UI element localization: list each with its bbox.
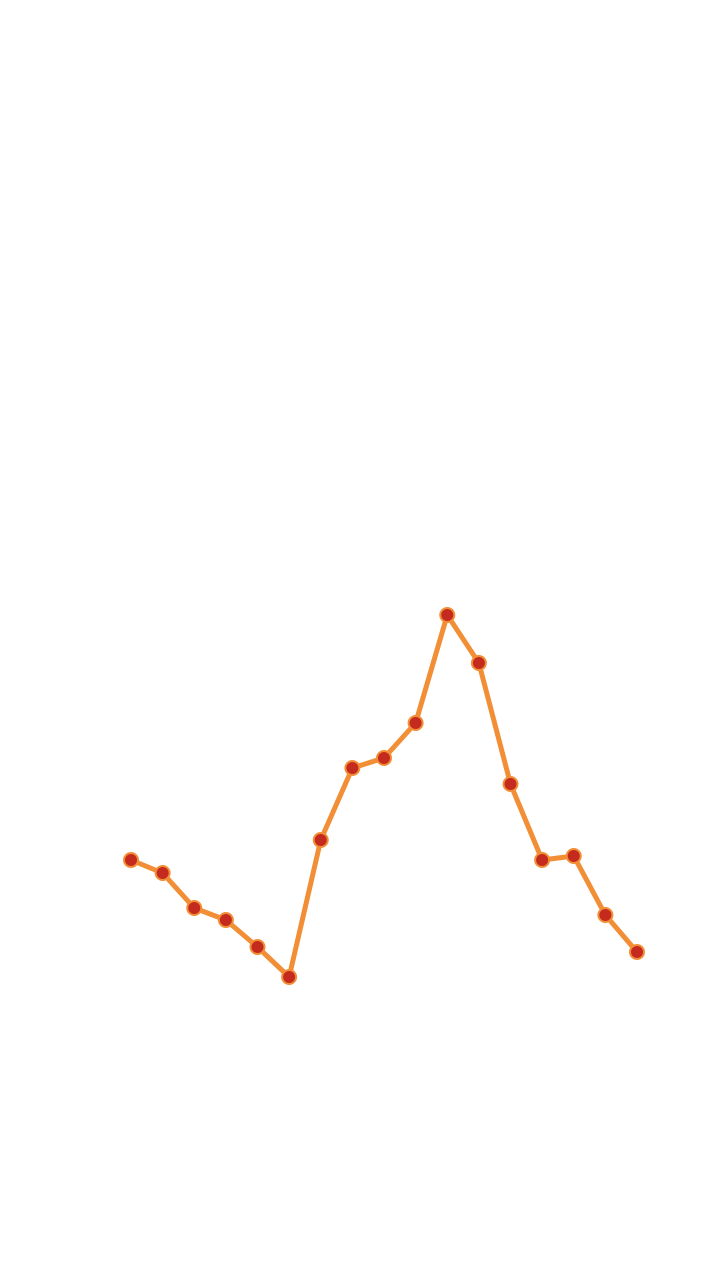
data-point [502, 776, 519, 792]
data-point [154, 865, 171, 881]
data-point [312, 832, 329, 848]
data-point [123, 852, 139, 868]
data-point [186, 900, 203, 916]
data-point [281, 969, 298, 985]
data-point [470, 655, 487, 671]
data-point [344, 760, 361, 776]
data-point [565, 848, 582, 864]
data-point [249, 939, 266, 955]
data-line [128, 612, 640, 980]
data-point [597, 907, 614, 923]
data-point [217, 912, 234, 928]
data-point [534, 852, 551, 868]
data-point [439, 607, 456, 623]
data-point [376, 750, 392, 766]
data-point [407, 715, 424, 731]
data-point [629, 944, 645, 960]
